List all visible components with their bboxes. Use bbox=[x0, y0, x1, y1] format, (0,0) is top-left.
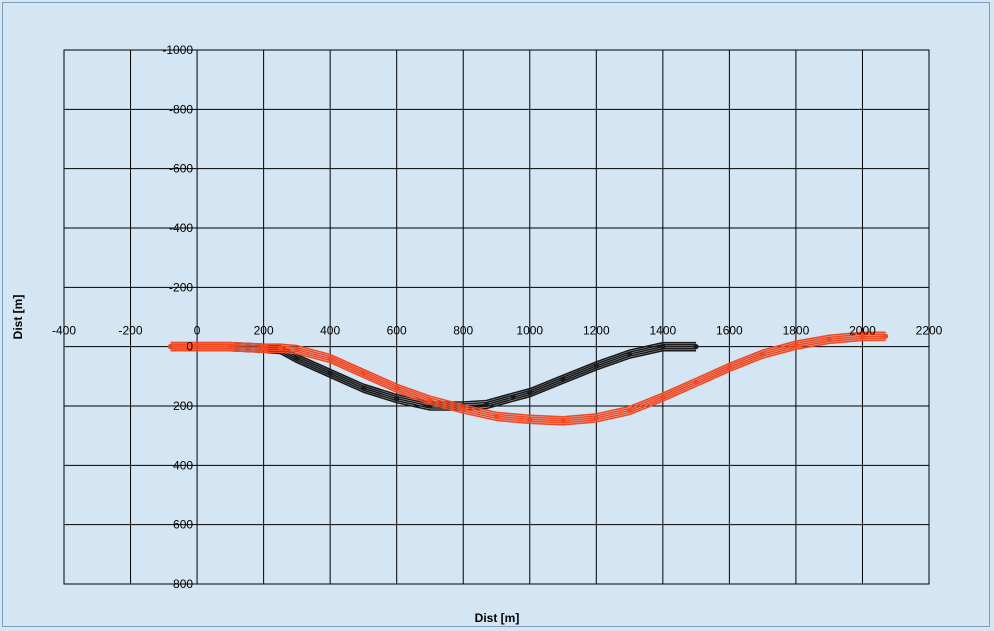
x-tick-label: 1000 bbox=[516, 324, 543, 338]
x-tick-label: 2200 bbox=[916, 324, 943, 338]
series-point bbox=[627, 351, 633, 357]
series-point bbox=[294, 356, 300, 362]
series-line bbox=[170, 337, 886, 424]
x-tick-label: 1400 bbox=[649, 324, 676, 338]
y-tick-label: 200 bbox=[173, 399, 193, 413]
series-point bbox=[627, 407, 633, 413]
series-point bbox=[261, 345, 267, 351]
series-line bbox=[170, 333, 886, 420]
y-tick-label: 0 bbox=[186, 340, 193, 354]
series-point bbox=[427, 397, 433, 403]
x-tick-label: 400 bbox=[320, 324, 340, 338]
x-tick-labels: -400 -200 0 200 400 600 800 1000 1200 1400 1600 180… bbox=[52, 324, 943, 338]
x-tick-label: -200 bbox=[119, 324, 143, 338]
y-tick-label: -400 bbox=[169, 221, 193, 235]
series-red bbox=[167, 331, 889, 426]
x-tick-label: 1600 bbox=[716, 324, 743, 338]
series-line bbox=[170, 339, 886, 426]
series-point bbox=[760, 351, 766, 357]
x-tick-label: 200 bbox=[254, 324, 274, 338]
series-point bbox=[826, 336, 832, 342]
series-point bbox=[484, 402, 490, 408]
series-point bbox=[194, 344, 200, 350]
series-point bbox=[527, 390, 533, 396]
x-tick-label: 1200 bbox=[583, 324, 610, 338]
series-point bbox=[294, 347, 300, 353]
series-point bbox=[859, 333, 865, 339]
series-point bbox=[593, 415, 599, 421]
y-tick-label: -1000 bbox=[162, 43, 193, 57]
y-tick-label: 600 bbox=[173, 518, 193, 532]
series-point bbox=[327, 370, 333, 376]
x-tick-label: -400 bbox=[52, 324, 76, 338]
series-point bbox=[327, 356, 333, 362]
grid-lines bbox=[63, 49, 930, 585]
series-point bbox=[593, 363, 599, 369]
series-point bbox=[494, 413, 499, 419]
series-point bbox=[793, 342, 799, 348]
x-tick-label: 0 bbox=[194, 324, 201, 338]
series-point bbox=[726, 364, 732, 370]
series-line bbox=[170, 331, 886, 418]
series-point bbox=[394, 396, 400, 402]
series-point bbox=[693, 344, 699, 350]
series-point bbox=[360, 370, 366, 376]
y-tick-label: -600 bbox=[169, 162, 193, 176]
series-point bbox=[277, 345, 283, 351]
y-axis-title: Dist [m] bbox=[11, 295, 25, 340]
series-point bbox=[527, 416, 533, 422]
series-point bbox=[660, 394, 666, 400]
series-point bbox=[360, 385, 366, 391]
y-tick-label: -800 bbox=[169, 102, 193, 116]
x-axis-title: Dist [m] bbox=[475, 611, 520, 625]
plot-area bbox=[63, 49, 930, 585]
series-point bbox=[227, 344, 233, 350]
series-point bbox=[394, 385, 400, 391]
x-tick-label: 2000 bbox=[849, 324, 876, 338]
series-layer bbox=[167, 331, 889, 426]
y-tick-label: 800 bbox=[173, 577, 193, 591]
y-tick-label: -200 bbox=[169, 280, 193, 294]
series-point bbox=[560, 376, 566, 382]
x-tick-label: 800 bbox=[453, 324, 473, 338]
series-point bbox=[510, 394, 516, 400]
y-tick-labels: -1000 -800 -600 -400 -200 0 200 400 600 800 bbox=[162, 43, 193, 591]
series-point bbox=[883, 333, 889, 339]
series-line bbox=[170, 335, 886, 422]
series-point bbox=[560, 418, 566, 424]
x-tick-label: 600 bbox=[387, 324, 407, 338]
series-point bbox=[167, 344, 173, 350]
y-tick-label: 400 bbox=[173, 458, 193, 472]
series-point bbox=[660, 344, 666, 350]
series-point bbox=[693, 379, 699, 385]
x-tick-label: 1800 bbox=[783, 324, 810, 338]
series-point bbox=[460, 406, 466, 412]
